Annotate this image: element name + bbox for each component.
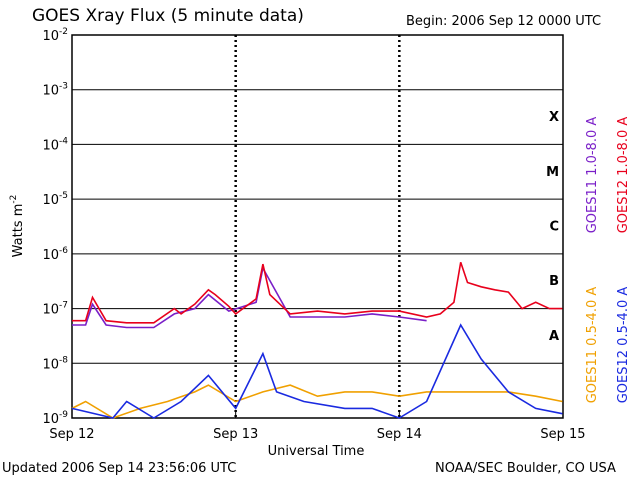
chart-title: GOES Xray Flux (5 minute data) bbox=[32, 6, 304, 26]
y-tick-label: 10-2 bbox=[42, 27, 68, 44]
y-axis-label-text: Watts m-2 bbox=[9, 195, 26, 258]
updated-timestamp: Updated 2006 Sep 14 23:56:06 UTC bbox=[2, 461, 237, 476]
legend-entry: GOES12 1.0-8.0 A bbox=[616, 117, 631, 234]
x-tick-label: Sep 14 bbox=[377, 427, 422, 442]
flare-class-label: C bbox=[549, 220, 559, 235]
plot-frame bbox=[71, 34, 564, 419]
grid-lines bbox=[72, 89, 563, 364]
flare-class-label: X bbox=[549, 110, 559, 125]
flare-class-label: A bbox=[549, 329, 559, 344]
x-axis-label: Universal Time bbox=[268, 444, 365, 459]
flare-class-labels: A B C M X bbox=[546, 110, 559, 344]
x-tick-label: Sep 12 bbox=[49, 427, 94, 442]
y-tick-label: 10-4 bbox=[42, 136, 68, 153]
begin-time: Begin: 2006 Sep 12 0000 UTC bbox=[406, 14, 602, 29]
x-tick-label: Sep 15 bbox=[540, 427, 585, 442]
y-tick-labels: 10-9 10-8 10-7 10-6 10-5 10-4 10-3 10-2 bbox=[42, 27, 68, 427]
y-tick-label: 10-8 bbox=[42, 355, 68, 372]
credit-label: NOAA/SEC Boulder, CO USA bbox=[435, 461, 616, 476]
legend-entry: GOES11 0.5-4.0 A bbox=[585, 287, 600, 404]
x-tick-labels: Sep 12 Sep 13 Sep 14 Sep 15 bbox=[49, 427, 585, 442]
day-dividers bbox=[71, 35, 564, 418]
y-tick-label: 10-3 bbox=[42, 82, 68, 99]
series-goes11-1-0-8-0-a bbox=[72, 265, 427, 329]
series-goes12-0-5-4-0-a bbox=[71, 323, 563, 419]
flare-class-label: B bbox=[549, 274, 559, 289]
legend-entry: GOES12 0.5-4.0 A bbox=[616, 287, 631, 404]
y-tick-label: 10-6 bbox=[42, 246, 68, 263]
y-tick-label: 10-9 bbox=[42, 410, 68, 427]
legend: GOES11 1.0-8.0 A GOES12 1.0-8.0 A GOES11 0… bbox=[585, 117, 631, 404]
series-goes11-0-5-4-0-a bbox=[71, 384, 563, 419]
x-tick-label: Sep 13 bbox=[213, 427, 258, 442]
y-tick-label: 10-5 bbox=[42, 191, 68, 208]
y-axis-label: Watts m-2 bbox=[9, 195, 26, 258]
y-tick-label: 10-7 bbox=[42, 301, 68, 318]
flare-class-label: M bbox=[546, 165, 559, 180]
legend-entry: GOES11 1.0-8.0 A bbox=[585, 117, 600, 234]
series-goes12-1-0-8-0-a bbox=[72, 262, 563, 324]
series-lines bbox=[71, 262, 563, 419]
